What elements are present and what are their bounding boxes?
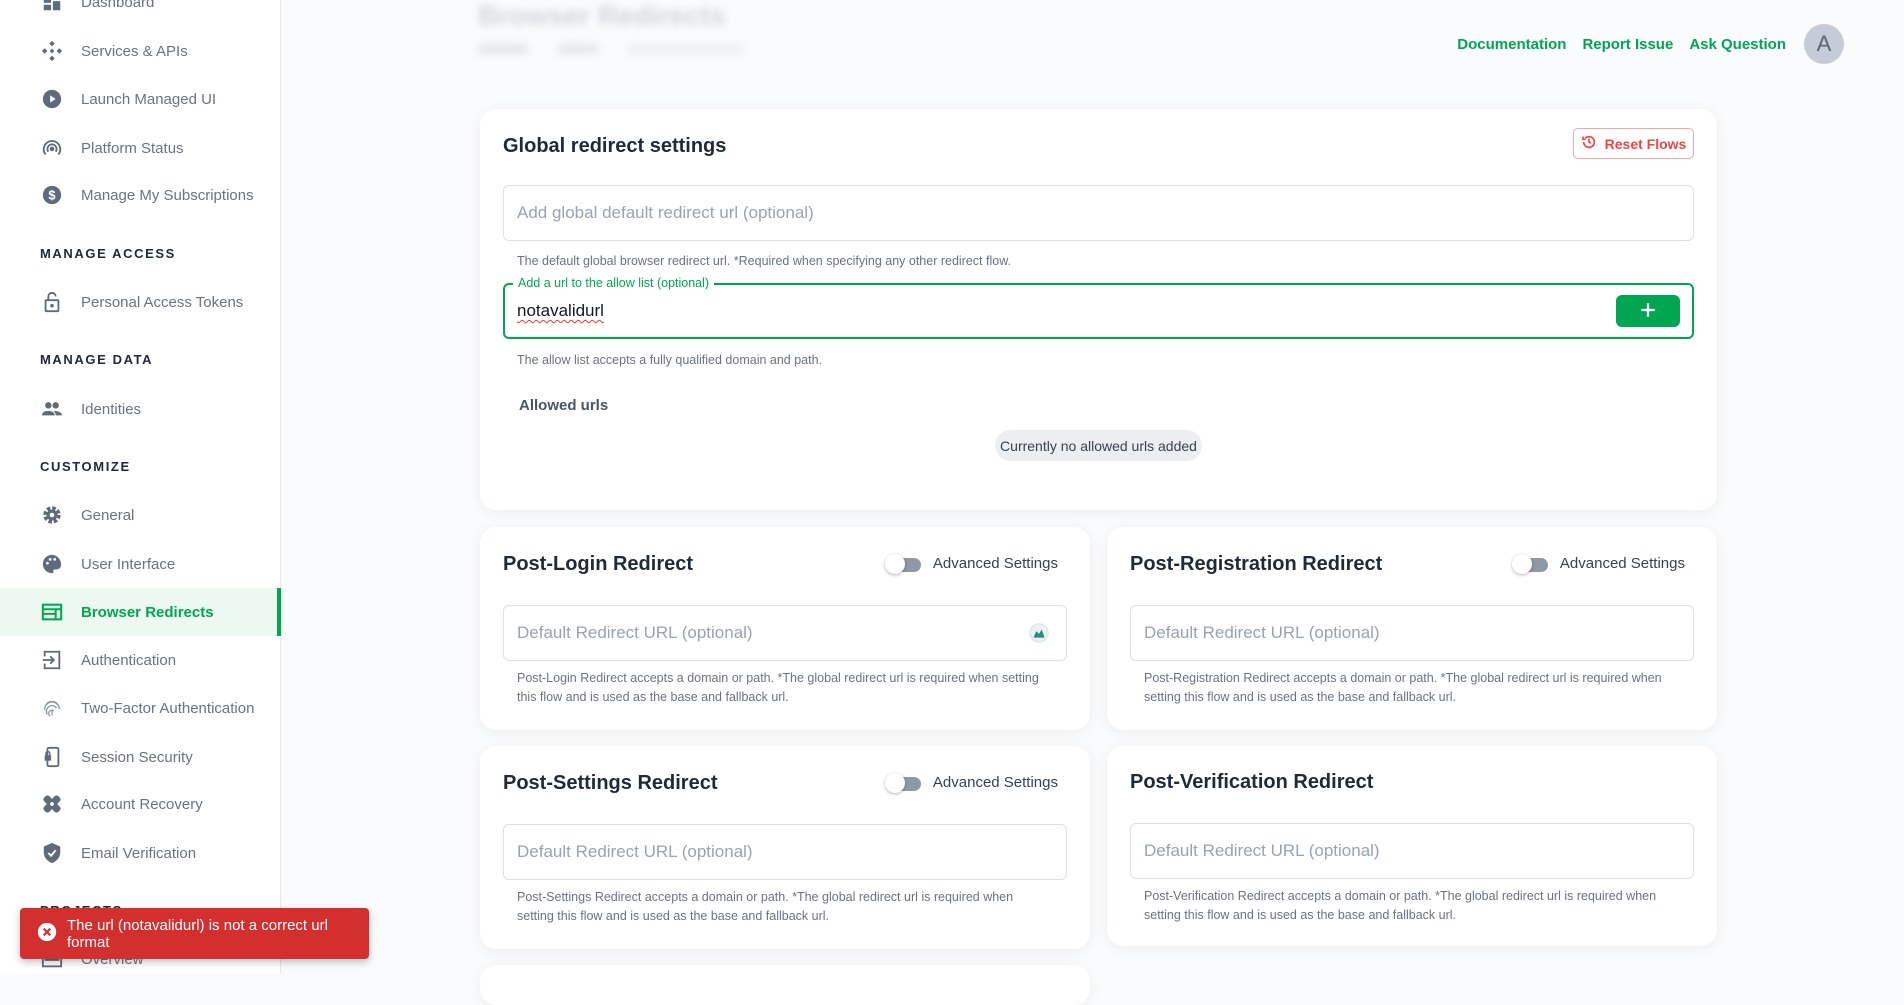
advanced-settings-toggle[interactable]: Advanced Settings <box>1511 553 1685 574</box>
broadcast-icon <box>40 136 64 160</box>
dollar-circle-icon: $ <box>40 183 64 207</box>
toast-message: The url (notavalidurl) is not a correct … <box>67 916 328 951</box>
card-title: Global redirect settings <box>503 135 727 157</box>
sidebar-item-launch-managed-ui[interactable]: Launch Managed UI <box>0 75 281 123</box>
toggle-switch[interactable] <box>1511 553 1548 574</box>
report-issue-link[interactable]: Report Issue <box>1582 35 1674 53</box>
flow-help: Post-Registration Redirect accepts a dom… <box>1144 671 1662 704</box>
sidebar-item-general[interactable]: General <box>0 491 281 539</box>
error-icon <box>37 922 57 946</box>
avatar[interactable]: A <box>1804 24 1844 64</box>
page-title: Browser Redirects <box>478 0 726 31</box>
sidebar-item-email-verification[interactable]: Email Verification <box>0 829 281 877</box>
allow-list-label: Add a url to the allow list (optional) <box>513 276 715 290</box>
shield-check-icon <box>40 841 64 865</box>
flow-card: Post-Verification Redirect Default Redire… <box>1107 746 1717 946</box>
sidebar-item-dashboard[interactable]: Dashboard <box>0 0 281 26</box>
reset-flows-button[interactable]: Reset Flows <box>1573 128 1694 159</box>
flow-title: Post-Login Redirect <box>503 553 694 575</box>
ask-question-link[interactable]: Ask Question <box>1689 35 1786 53</box>
sidebar-item-services[interactable]: Services & APIs <box>0 27 281 75</box>
allow-list-help: The allow list accepts a fully qualified… <box>517 353 823 367</box>
documentation-link[interactable]: Documentation <box>1457 35 1567 53</box>
global-redirect-card: Global redirect settings Reset Flows Add… <box>480 109 1717 510</box>
sidebar-item-authentication[interactable]: Authentication <box>0 636 281 684</box>
phone-lock-icon <box>40 745 64 769</box>
browser-icon <box>40 600 64 624</box>
svg-text:$: $ <box>48 188 55 203</box>
section-manage-access: MANAGE ACCESS <box>40 246 176 261</box>
breadcrumb <box>478 44 743 54</box>
flow-title: Post-Verification Redirect <box>1130 771 1374 793</box>
bandage-icon <box>40 792 64 816</box>
extension-icon[interactable] <box>1028 622 1050 649</box>
default-redirect-url-input[interactable]: Default Redirect URL (optional) <box>1130 823 1694 879</box>
services-icon <box>40 39 64 63</box>
login-icon <box>40 648 64 672</box>
sidebar-item-browser-redirects[interactable]: Browser Redirects <box>0 588 281 636</box>
fingerprint-icon <box>40 696 64 720</box>
flow-card: Post-Settings Redirect Advanced Settings D… <box>480 746 1090 949</box>
play-circle-icon <box>40 87 64 111</box>
add-url-button[interactable] <box>1616 295 1680 327</box>
advanced-settings-toggle[interactable]: Advanced Settings <box>884 553 1058 574</box>
lock-icon <box>40 290 64 314</box>
page-header: Browser Redirects <box>478 0 743 54</box>
sidebar-item-user-interface[interactable]: User Interface <box>0 540 281 588</box>
gear-icon <box>40 503 64 527</box>
flow-title: Post-Registration Redirect <box>1130 553 1383 575</box>
sidebar-item-session-security[interactable]: Session Security <box>0 733 281 781</box>
sidebar-item-platform-status[interactable]: Platform Status <box>0 124 281 172</box>
sidebar-item-subscriptions[interactable]: $ Manage My Subscriptions <box>0 171 281 219</box>
people-icon <box>40 397 64 421</box>
default-redirect-url-input[interactable]: Default Redirect URL (optional) <box>1130 605 1694 661</box>
section-customize: CUSTOMIZE <box>40 459 131 474</box>
sidebar-item-account-recovery[interactable]: Account Recovery <box>0 780 281 828</box>
plus-icon <box>1639 301 1657 322</box>
empty-allowed-urls-chip: Currently no allowed urls added <box>995 430 1202 461</box>
flow-help: Post-Login Redirect accepts a domain or … <box>517 671 1039 704</box>
sidebar: Dashboard Services & APIs Launch Managed… <box>0 0 281 974</box>
flow-title: Post-Settings Redirect <box>503 772 718 794</box>
flow-help: Post-Verification Redirect accepts a dom… <box>1144 889 1657 922</box>
palette-icon <box>40 552 64 576</box>
error-toast: The url (notavalidurl) is not a correct … <box>20 908 369 959</box>
default-redirect-url-input[interactable]: Default Redirect URL (optional) <box>503 824 1067 880</box>
flow-card: Post-Registration Redirect Advanced Setti… <box>1107 527 1717 730</box>
default-redirect-url-input[interactable]: Default Redirect URL (optional) <box>503 605 1067 661</box>
global-default-help: The default global browser redirect url.… <box>517 254 1012 268</box>
header-links: Documentation Report Issue Ask Question … <box>1457 24 1844 64</box>
sidebar-item-two-factor[interactable]: Two-Factor Authentication <box>0 684 281 732</box>
section-manage-data: MANAGE DATA <box>40 352 154 367</box>
sidebar-item-identities[interactable]: Identities <box>0 385 281 433</box>
global-default-url-input[interactable]: Add global default redirect url (optiona… <box>503 185 1694 241</box>
allow-list-input[interactable]: notavalidurl Add a url to the allow list… <box>503 276 1694 339</box>
history-icon <box>1581 134 1597 153</box>
sidebar-item-personal-access-tokens[interactable]: Personal Access Tokens <box>0 278 281 326</box>
dashboard-icon <box>40 0 64 14</box>
flow-card: Post-Login Redirect Advanced Settings Defa… <box>480 527 1090 730</box>
allowed-urls-title: Allowed urls <box>519 397 609 414</box>
toggle-switch[interactable] <box>884 553 921 574</box>
flow-card-partial <box>480 965 1090 1005</box>
toggle-switch[interactable] <box>884 772 921 793</box>
flow-help: Post-Settings Redirect accepts a domain … <box>517 890 1014 923</box>
advanced-settings-toggle[interactable]: Advanced Settings <box>884 772 1058 793</box>
